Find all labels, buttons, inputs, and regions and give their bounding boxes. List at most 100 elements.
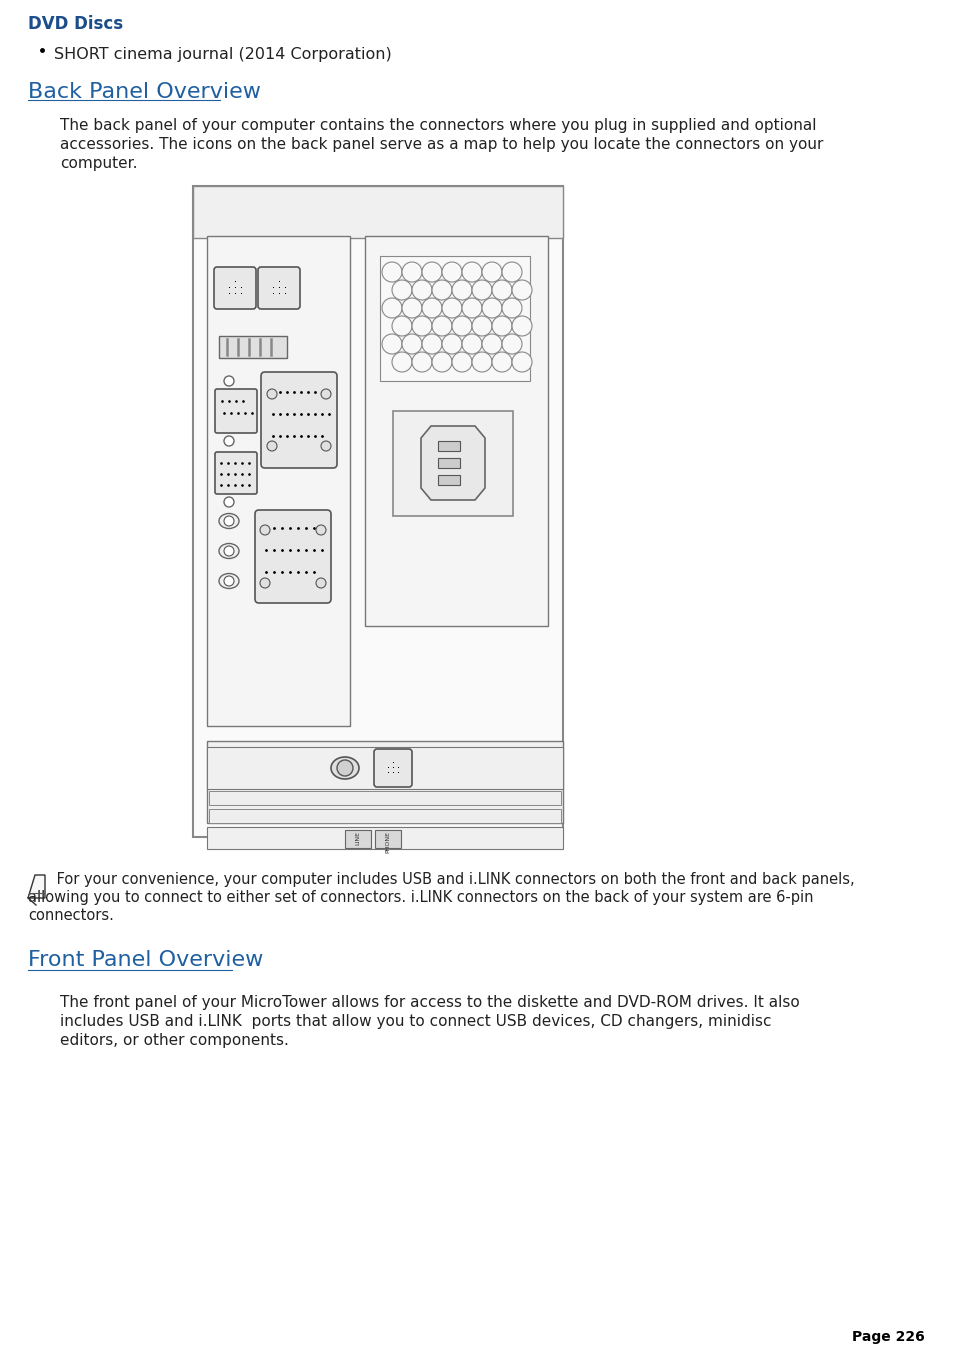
Text: accessories. The icons on the back panel serve as a map to help you locate the c: accessories. The icons on the back panel… — [60, 136, 822, 153]
Circle shape — [432, 316, 452, 336]
Circle shape — [512, 280, 532, 300]
Text: LINE: LINE — [355, 831, 360, 844]
Bar — [207, 236, 350, 725]
Circle shape — [441, 262, 461, 282]
Circle shape — [441, 299, 461, 317]
Circle shape — [260, 578, 270, 588]
FancyBboxPatch shape — [214, 389, 256, 434]
Circle shape — [512, 316, 532, 336]
Bar — [365, 236, 547, 626]
Circle shape — [421, 334, 441, 354]
Bar — [207, 747, 562, 789]
Text: For your convenience, your computer includes USB and i.LINK connectors on both t: For your convenience, your computer incl… — [52, 871, 854, 888]
Bar — [193, 186, 562, 838]
Circle shape — [501, 299, 521, 317]
Text: includes USB and i.LINK  ports that allow you to connect USB devices, CD changer: includes USB and i.LINK ports that allow… — [60, 1015, 771, 1029]
Circle shape — [412, 353, 432, 372]
Circle shape — [481, 334, 501, 354]
Bar — [437, 440, 459, 451]
Circle shape — [501, 334, 521, 354]
Circle shape — [501, 262, 521, 282]
Circle shape — [492, 280, 512, 300]
Circle shape — [224, 376, 233, 386]
Circle shape — [401, 299, 421, 317]
Bar — [345, 830, 371, 848]
Polygon shape — [420, 426, 484, 500]
Circle shape — [432, 353, 452, 372]
Text: The front panel of your MicroTower allows for access to the diskette and DVD-ROM: The front panel of your MicroTower allow… — [60, 994, 799, 1011]
Circle shape — [421, 299, 441, 317]
Text: SHORT cinema journal (2014 Corporation): SHORT cinema journal (2014 Corporation) — [54, 47, 392, 62]
Circle shape — [412, 280, 432, 300]
Bar — [207, 827, 562, 848]
Bar — [209, 809, 560, 823]
Circle shape — [472, 353, 492, 372]
Ellipse shape — [331, 757, 358, 780]
Circle shape — [381, 299, 401, 317]
FancyBboxPatch shape — [213, 267, 255, 309]
Circle shape — [461, 299, 481, 317]
Circle shape — [481, 299, 501, 317]
Circle shape — [381, 262, 401, 282]
Circle shape — [401, 262, 421, 282]
Circle shape — [412, 316, 432, 336]
Text: connectors.: connectors. — [28, 908, 113, 923]
FancyBboxPatch shape — [374, 748, 412, 788]
Circle shape — [315, 578, 326, 588]
Circle shape — [452, 316, 472, 336]
Circle shape — [452, 280, 472, 300]
Circle shape — [224, 516, 233, 526]
Circle shape — [267, 389, 276, 399]
Circle shape — [421, 262, 441, 282]
FancyBboxPatch shape — [261, 372, 336, 467]
Text: allowing you to connect to either set of connectors. i.LINK connectors on the ba: allowing you to connect to either set of… — [28, 890, 813, 905]
Circle shape — [512, 353, 532, 372]
Ellipse shape — [219, 513, 239, 528]
Circle shape — [224, 436, 233, 446]
Circle shape — [267, 440, 276, 451]
Text: computer.: computer. — [60, 155, 137, 172]
Bar — [393, 411, 513, 516]
Circle shape — [392, 353, 412, 372]
FancyBboxPatch shape — [254, 509, 331, 603]
Ellipse shape — [219, 574, 239, 589]
Polygon shape — [28, 875, 45, 898]
Text: The back panel of your computer contains the connectors where you plug in suppli: The back panel of your computer contains… — [60, 118, 816, 132]
Bar — [193, 186, 562, 238]
Circle shape — [461, 262, 481, 282]
Circle shape — [481, 262, 501, 282]
Circle shape — [392, 280, 412, 300]
Circle shape — [320, 389, 331, 399]
Circle shape — [224, 497, 233, 507]
Circle shape — [452, 353, 472, 372]
Circle shape — [320, 440, 331, 451]
Circle shape — [224, 546, 233, 557]
Bar — [379, 255, 530, 381]
Bar — [207, 740, 562, 823]
Ellipse shape — [219, 543, 239, 558]
Circle shape — [260, 526, 270, 535]
Circle shape — [492, 316, 512, 336]
Text: PHONE: PHONE — [385, 831, 390, 852]
Bar — [437, 476, 459, 485]
Text: editors, or other components.: editors, or other components. — [60, 1034, 289, 1048]
Text: Back Panel Overview: Back Panel Overview — [28, 82, 261, 101]
Circle shape — [401, 334, 421, 354]
Bar — [209, 790, 560, 805]
Circle shape — [315, 526, 326, 535]
Circle shape — [461, 334, 481, 354]
Circle shape — [392, 316, 412, 336]
Bar — [219, 336, 287, 358]
Circle shape — [472, 316, 492, 336]
Circle shape — [336, 761, 353, 775]
Text: Page 226: Page 226 — [851, 1329, 924, 1344]
Circle shape — [472, 280, 492, 300]
Circle shape — [381, 334, 401, 354]
FancyBboxPatch shape — [214, 453, 256, 494]
Bar — [375, 830, 400, 848]
Circle shape — [224, 576, 233, 586]
Circle shape — [492, 353, 512, 372]
Text: Front Panel Overview: Front Panel Overview — [28, 950, 263, 970]
Circle shape — [432, 280, 452, 300]
Circle shape — [441, 334, 461, 354]
